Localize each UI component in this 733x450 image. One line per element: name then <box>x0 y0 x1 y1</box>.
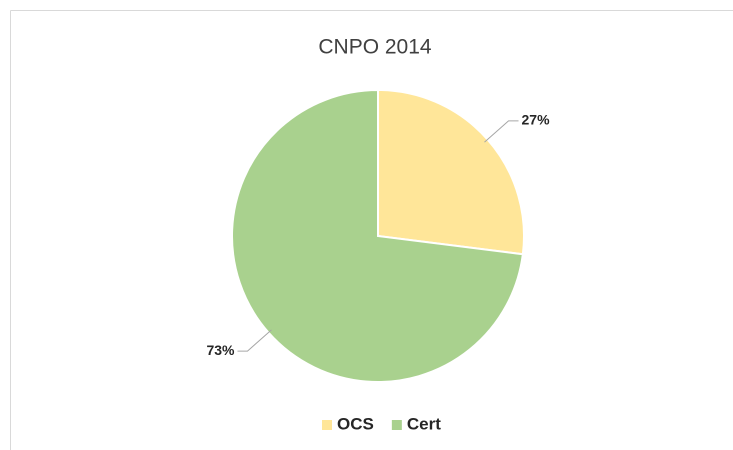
data-label: 27% <box>522 112 551 128</box>
legend-swatch <box>322 420 332 430</box>
leader-line <box>484 120 519 143</box>
data-label: 73% <box>206 342 235 358</box>
leader-line <box>237 329 272 352</box>
chart-title: CNPO 2014 <box>318 36 432 59</box>
legend-label: Cert <box>407 414 441 433</box>
legend-label: OCS <box>337 414 374 433</box>
legend-swatch <box>391 420 402 430</box>
